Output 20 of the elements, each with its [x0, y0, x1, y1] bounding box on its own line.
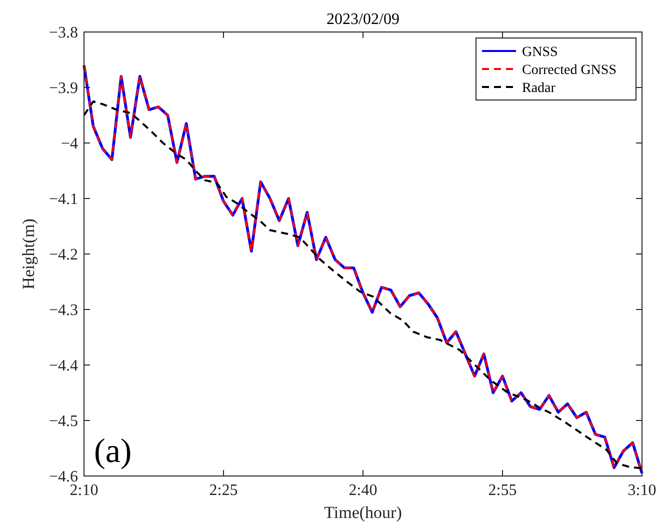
x-tick-label: 2:40	[348, 482, 378, 499]
legend-label: Radar	[522, 80, 556, 96]
legend-label: GNSS	[522, 44, 558, 60]
y-tick-label: −3.8	[48, 24, 78, 42]
x-tick-label: 2:10	[70, 482, 98, 499]
x-axis-title: Time(hour)	[324, 503, 402, 522]
annotation: (a)	[94, 433, 132, 470]
y-tick-label: −4	[60, 136, 78, 153]
legend-label: Corrected GNSS	[522, 62, 616, 78]
y-tick-label: −3.9	[48, 80, 78, 98]
x-tick-label: 2:25	[209, 482, 238, 499]
x-tick-label: 2:55	[488, 482, 517, 499]
y-tick-label: −4.3	[48, 302, 78, 320]
y-tick-label: −4.4	[48, 358, 78, 375]
y-axis-title: Height(m)	[19, 218, 38, 290]
y-tick-label: −4.5	[48, 413, 78, 430]
chart-title: 2023/02/09	[326, 11, 400, 28]
y-tick-label: −4.2	[48, 246, 78, 264]
x-tick-label: 3:10	[628, 482, 656, 499]
y-tick-label: −4.1	[48, 191, 78, 208]
